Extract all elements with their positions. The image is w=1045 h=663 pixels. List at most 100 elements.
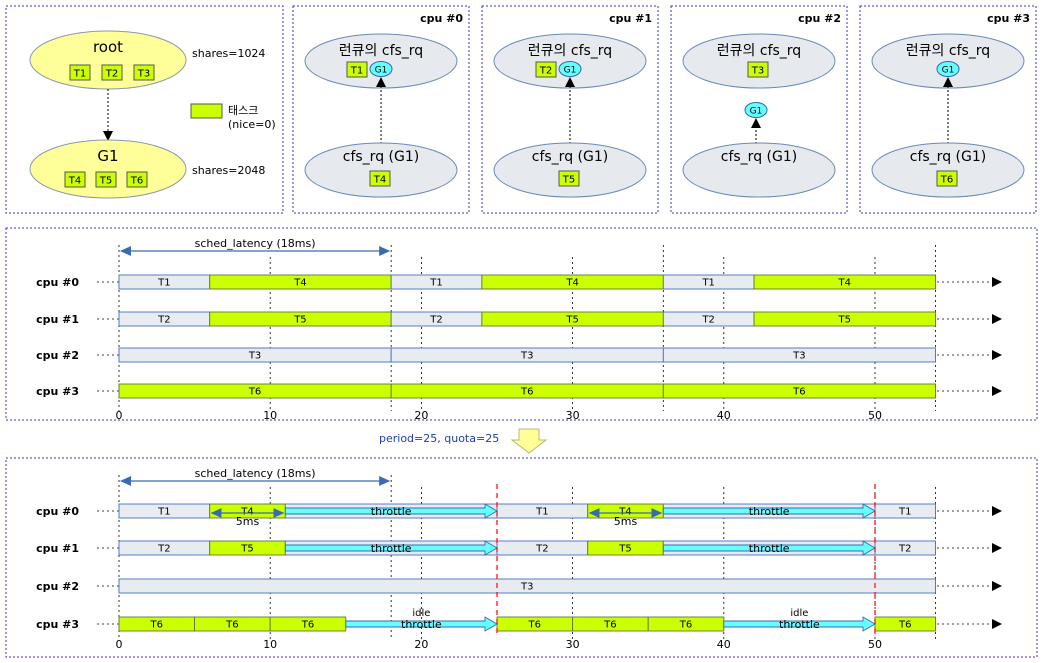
segment-label: T3: [248, 351, 261, 362]
group-cfs-rq-ellipse: [682, 142, 836, 198]
cpu-panels: cpu #0 런큐의 cfs_rq T1 G1 cfs_rq (G1) T4 cpu #1 런…: [292, 5, 1037, 214]
x-tick-label: 50: [868, 409, 882, 422]
rq-group-label: G1: [942, 66, 955, 76]
segment-t5: [753, 311, 936, 327]
segment-label: T6: [528, 620, 541, 631]
timeline-top-panel: [5, 227, 1038, 421]
segment-label: T5: [293, 315, 306, 326]
legend-task-swatch: [190, 103, 223, 119]
segment-label: T4: [838, 278, 851, 289]
x-tick-label: 0: [116, 409, 123, 422]
rq-group-label: G1: [564, 66, 577, 76]
x-tick-label: 30: [566, 638, 580, 651]
segment-label: T5: [838, 315, 851, 326]
segment-label: T4: [293, 278, 306, 289]
throttle-label: throttle: [779, 618, 820, 631]
cpu-panel-frame: [481, 5, 659, 214]
group-cfs-rq-ellipse: [304, 142, 458, 198]
throttle-arrow: [284, 503, 498, 519]
segment-label: T2: [535, 544, 548, 555]
cpu-panel-2: cpu #2 런큐의 cfs_rq T3 G1 cfs_rq (G1): [670, 5, 848, 214]
g1-task-t5-label: T5: [99, 176, 112, 187]
segment-label: T3: [520, 351, 533, 362]
five-ms-label: 5ms: [236, 515, 260, 528]
segment-label: T5: [618, 544, 631, 555]
runqueue-cfs-rq-label: 런큐의 cfs_rq: [906, 43, 990, 59]
root-task-t3-label: T3: [137, 69, 150, 80]
row-label-cpu-2: cpu #2: [36, 349, 79, 362]
segment-label: T1: [898, 507, 911, 518]
sched-latency-label: sched_latency (18ms): [195, 467, 316, 480]
root-task-t1-label: T1: [73, 69, 86, 80]
throttle-label: throttle: [749, 505, 790, 518]
root-shares: shares=1024: [192, 47, 265, 60]
group-cfs-rq-label: cfs_rq (G1): [910, 149, 986, 165]
segment-label: T6: [603, 620, 616, 631]
root-task-t1-box: [69, 64, 91, 81]
rq-group-entity: [369, 61, 393, 77]
root-label: root: [93, 38, 123, 56]
throttle-label: throttle: [371, 542, 412, 555]
row-label-cpu-0: cpu #0: [36, 276, 79, 289]
group-cfs-rq-label: cfs_rq (G1): [532, 149, 608, 165]
segment-label: T2: [898, 544, 911, 555]
five-ms-label: 5ms: [614, 515, 638, 528]
segment-label: T2: [157, 315, 170, 326]
group-task-label: T6: [940, 175, 953, 186]
row-label-cpu-3: cpu #3: [36, 618, 79, 631]
segment-label: T1: [535, 507, 548, 518]
rq-task-label: T1: [350, 66, 363, 77]
segment-t6: [662, 383, 936, 399]
throttle-arrow: [284, 540, 498, 556]
cpu-panel-frame: [859, 5, 1037, 214]
segment-label: T1: [701, 278, 714, 289]
row-label-cpu-3: cpu #3: [36, 385, 79, 398]
segment-t3: [662, 347, 936, 363]
runqueue-cfs-rq-label: 런큐의 cfs_rq: [528, 43, 612, 59]
idle-label: idle: [412, 608, 430, 619]
row-label-cpu-1: cpu #1: [36, 313, 79, 326]
rq-group-entity: [558, 61, 582, 77]
legend-task-label: 태스크: [228, 104, 258, 117]
throttle-arrow: [662, 503, 876, 519]
group-cfs-rq-label: cfs_rq (G1): [721, 149, 797, 165]
segment-label: T4: [565, 278, 578, 289]
cpu-panel-1: cpu #1 런큐의 cfs_rq T2 G1 cfs_rq (G1) T5: [481, 5, 659, 214]
cpu-panel-title: cpu #0: [420, 12, 463, 25]
rq-task-label: T3: [751, 66, 764, 77]
runqueue-cfs-rq-label: 런큐의 cfs_rq: [339, 43, 423, 59]
g1-tasks: T4 T5 T6: [64, 171, 148, 188]
group-task-label: T5: [562, 175, 575, 186]
segment-label: T1: [157, 507, 170, 518]
throttle-label: throttle: [401, 618, 442, 631]
rq-task-box: [747, 61, 769, 78]
x-tick-label: 10: [263, 409, 277, 422]
row-label-cpu-2: cpu #2: [36, 580, 79, 593]
rq-task-box: [535, 61, 557, 78]
segment-label: T6: [679, 620, 692, 631]
row-label-cpu-1: cpu #1: [36, 542, 79, 555]
g1-task-t6-label: T6: [130, 176, 143, 187]
detached-group-entity: [744, 102, 768, 118]
segment-label: T5: [240, 544, 253, 555]
cpu-panel-frame: [292, 5, 470, 214]
idle-label: idle: [790, 608, 808, 619]
root-tasks: T1 T2 T3: [69, 64, 155, 81]
segment-label: T2: [157, 544, 170, 555]
g1-label: G1: [97, 147, 118, 165]
segment-label: T6: [150, 620, 163, 631]
rq-group-entity: [936, 61, 960, 77]
sched-latency-label: sched_latency (18ms): [195, 237, 316, 250]
segment-label: T1: [157, 278, 170, 289]
throttle-arrow: [723, 616, 876, 632]
x-tick-label: 10: [263, 638, 277, 651]
cpu-panel-title: cpu #2: [798, 12, 841, 25]
segment-label: T6: [301, 620, 314, 631]
x-tick-label: 40: [717, 638, 731, 651]
throttle-label: throttle: [371, 505, 412, 518]
cpu-panel-title: cpu #3: [987, 12, 1030, 25]
segment-label: T6: [792, 387, 805, 398]
segment-label: T3: [520, 582, 533, 593]
timeline-top: sched_latency (18ms) cpu #0 T1 T4 T1 T4 T1 T4 cp…: [36, 237, 1002, 422]
